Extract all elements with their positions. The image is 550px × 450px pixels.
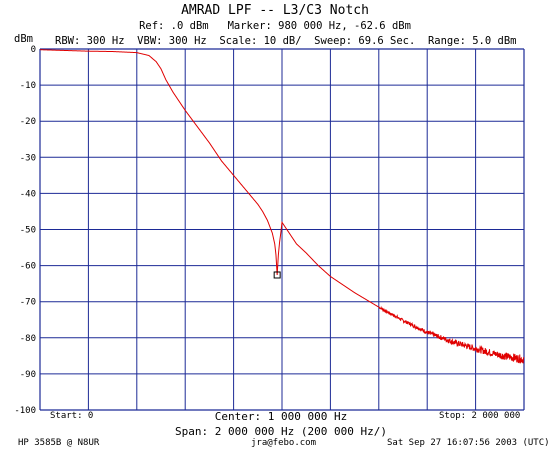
spectrum-trace [39, 49, 525, 364]
chart-title: AMRAD LPF -- L3/C3 Notch [181, 3, 369, 18]
y-axis-unit: dBm [14, 33, 33, 45]
y-tick-label: -10 [20, 81, 36, 91]
y-tick-label: -80 [20, 334, 36, 344]
y-tick-label: -50 [20, 226, 36, 236]
measurement-parameters: RBW: 300 Hz VBW: 300 Hz Scale: 10 dB/ Sw… [55, 35, 517, 47]
instrument-label: HP 3585B @ N8UR [18, 438, 100, 448]
y-tick-label: -30 [20, 153, 36, 163]
y-tick-label: -60 [20, 262, 36, 272]
email-label: jra@febo.com [251, 438, 317, 448]
y-tick-label: -70 [20, 298, 36, 308]
start-frequency: Start: 0 [50, 411, 94, 421]
y-tick-label: -90 [20, 370, 36, 380]
y-tick-labels: 0 -10 -20 -30 -40 -50 -60 -70 -80 -90 -100 [14, 45, 36, 416]
stop-frequency: Stop: 2 000 000 [439, 411, 521, 421]
frequency-span: Span: 2 000 000 Hz (200 000 Hz/) [175, 425, 387, 438]
y-tick-label: 0 [31, 45, 36, 55]
timestamp-label: Sat Sep 27 16:07:56 2003 (UTC) [387, 438, 550, 448]
y-tick-label: -100 [14, 406, 36, 416]
y-tick-label: -20 [20, 117, 36, 127]
y-tick-label: -40 [20, 189, 36, 199]
reference-marker-line: Ref: .0 dBm Marker: 980 000 Hz, -62.6 dB… [139, 20, 411, 32]
plot-grid [39, 48, 525, 411]
center-frequency: Center: 1 000 000 Hz [214, 410, 348, 423]
marker-point [273, 271, 281, 279]
